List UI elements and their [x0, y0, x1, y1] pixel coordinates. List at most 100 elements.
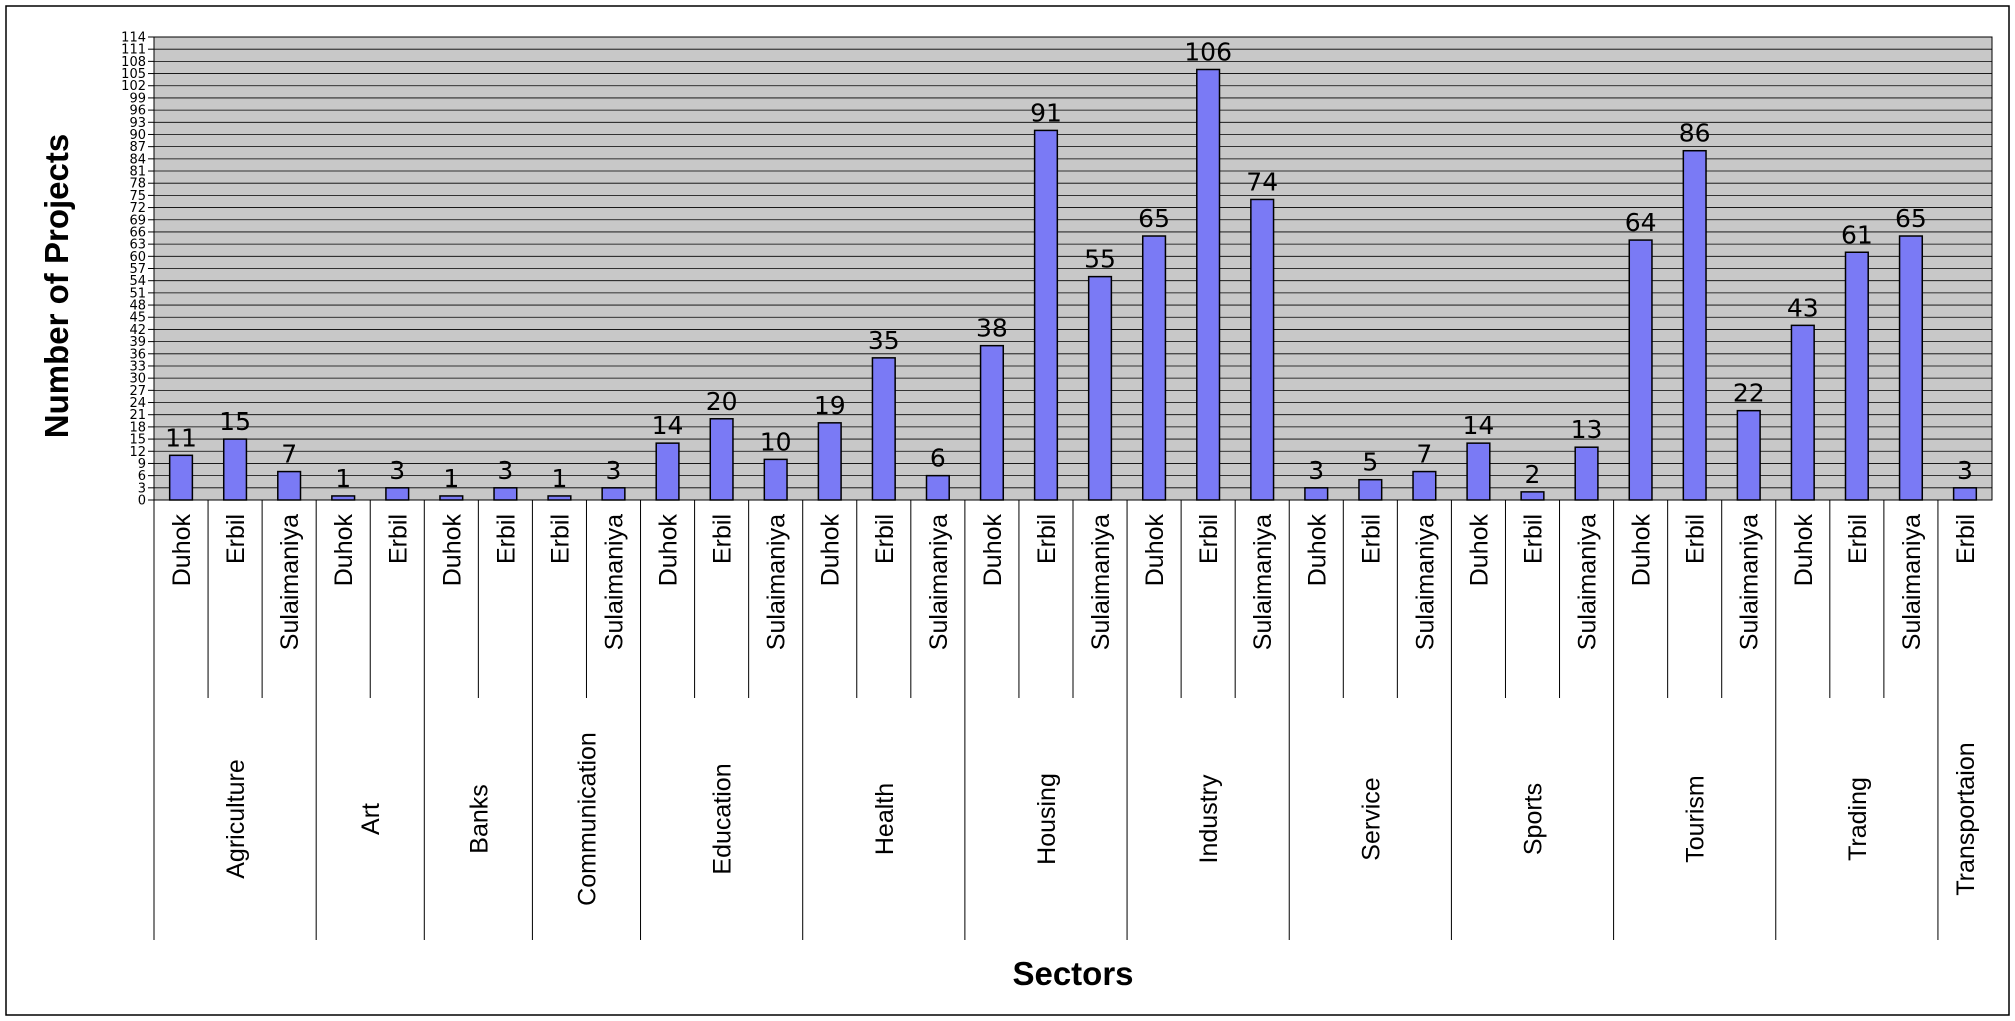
- x-group-label: Banks: [465, 784, 493, 853]
- bar: [224, 439, 247, 500]
- data-label: 106: [1184, 37, 1232, 66]
- x-category-label: Duhok: [1628, 514, 1656, 587]
- data-label: 11: [165, 423, 197, 452]
- x-group-label: Communication: [573, 732, 601, 906]
- bar: [1359, 480, 1382, 500]
- y-tick-label: 114: [121, 31, 146, 46]
- data-label: 43: [1787, 293, 1819, 322]
- x-category-label: Duhok: [1465, 514, 1493, 587]
- data-label: 13: [1571, 415, 1603, 444]
- x-category-label: Erbil: [1520, 514, 1548, 564]
- x-category-label: Erbil: [1682, 514, 1710, 564]
- x-category-label: Duhok: [655, 514, 683, 587]
- x-group-label: Transportaion: [1952, 742, 1980, 895]
- x-category-label: Sulaimaniya: [1087, 514, 1115, 650]
- bar: [386, 488, 409, 500]
- x-category-label: Sulaimaniya: [1736, 514, 1764, 650]
- data-label: 65: [1138, 204, 1170, 233]
- x-category-label: Erbil: [222, 514, 250, 564]
- x-category-label: Erbil: [492, 514, 520, 564]
- bar: [927, 476, 950, 500]
- x-category-label: Duhok: [168, 514, 196, 587]
- x-category-label: Sulaimaniya: [1249, 514, 1277, 650]
- bar: [1791, 325, 1814, 500]
- y-axis-title: Number of Projects: [38, 134, 75, 438]
- data-label: 2: [1525, 460, 1541, 489]
- data-label: 7: [1416, 440, 1432, 469]
- data-label: 61: [1841, 220, 1873, 249]
- x-category-label: Sulaimaniya: [1411, 514, 1439, 650]
- bar: [1089, 277, 1112, 500]
- x-category-label: Sulaimaniya: [1574, 514, 1602, 650]
- bar: [332, 496, 355, 500]
- bar: [1846, 252, 1869, 500]
- x-category-label: Erbil: [1844, 514, 1872, 564]
- bar: [1521, 492, 1544, 500]
- x-category-label: Erbil: [1195, 514, 1223, 564]
- bar: [872, 358, 895, 500]
- x-category-label: Sulaimaniya: [276, 514, 304, 650]
- x-category-label: Duhok: [817, 514, 845, 587]
- data-label: 19: [814, 391, 846, 420]
- data-label: 5: [1362, 448, 1378, 477]
- x-group-label: Agriculture: [222, 759, 250, 879]
- data-label: 65: [1895, 204, 1927, 233]
- data-label: 14: [1463, 411, 1495, 440]
- data-label: 1: [443, 464, 459, 493]
- x-group-label: Tourism: [1682, 775, 1710, 863]
- bar: [1413, 472, 1436, 500]
- data-label: 20: [706, 387, 738, 416]
- x-category-label: Sulaimaniya: [925, 514, 953, 650]
- bar: [1035, 130, 1058, 500]
- x-category-label: Sulaimaniya: [763, 514, 791, 650]
- bar: [656, 443, 679, 500]
- bar: [1629, 240, 1652, 500]
- data-label: 22: [1733, 379, 1765, 408]
- data-label: 1: [551, 464, 567, 493]
- data-label: 35: [868, 326, 900, 355]
- bar: [170, 455, 193, 500]
- bar: [1467, 443, 1490, 500]
- data-label: 3: [389, 456, 405, 485]
- bar: [764, 459, 787, 500]
- x-group-label: Service: [1357, 777, 1385, 860]
- bar: [1900, 236, 1923, 500]
- x-group-label: Industry: [1195, 774, 1223, 863]
- bar: [1683, 151, 1706, 500]
- bar: [1954, 488, 1977, 500]
- bar: [1197, 69, 1220, 500]
- x-axis-title: Sectors: [1012, 955, 1133, 992]
- x-group-label: Housing: [1033, 773, 1061, 865]
- data-label: 10: [760, 427, 792, 456]
- bar: [818, 423, 841, 500]
- x-group-label: Sports: [1520, 783, 1548, 855]
- bar: [1143, 236, 1166, 500]
- x-category-label: Sulaimaniya: [601, 514, 629, 650]
- x-category-label: Erbil: [1952, 514, 1980, 564]
- x-category-label: Erbil: [871, 514, 899, 564]
- x-category-label: Erbil: [546, 514, 574, 564]
- data-label: 14: [652, 411, 684, 440]
- x-category-label: Erbil: [1357, 514, 1385, 564]
- x-group-label: Education: [709, 763, 737, 874]
- data-label: 38: [976, 314, 1008, 343]
- bar: [1575, 447, 1598, 500]
- x-group-label: Health: [871, 783, 899, 855]
- bar: [710, 419, 733, 500]
- x-category-label: Duhok: [1303, 514, 1331, 587]
- data-label: 64: [1625, 208, 1657, 237]
- x-category-label: Erbil: [384, 514, 412, 564]
- data-label: 91: [1030, 98, 1062, 127]
- bar: [1737, 411, 1760, 500]
- data-label: 3: [1308, 456, 1324, 485]
- data-label: 3: [606, 456, 622, 485]
- data-label: 86: [1679, 119, 1711, 148]
- x-category-label: Duhok: [979, 514, 1007, 587]
- bar: [1305, 488, 1328, 500]
- bar: [602, 488, 625, 500]
- data-label: 1: [335, 464, 351, 493]
- data-label: 15: [219, 407, 251, 436]
- x-category-label: Duhok: [1790, 514, 1818, 587]
- x-category-label: Sulaimaniya: [1898, 514, 1926, 650]
